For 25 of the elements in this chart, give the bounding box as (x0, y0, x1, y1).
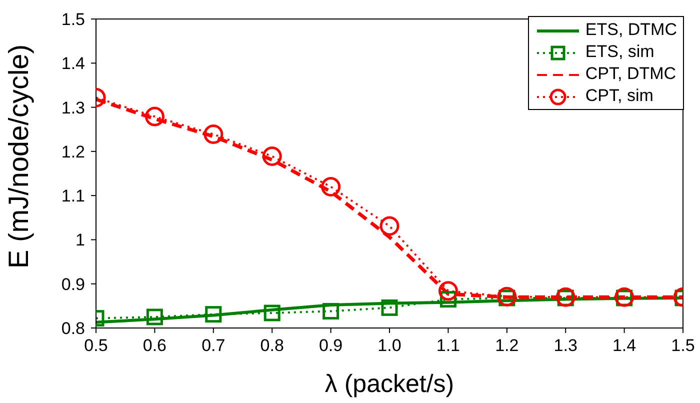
y-tick-label: 1 (76, 230, 85, 250)
x-tick-label: 1.2 (495, 336, 519, 356)
y-tick-label: 1.4 (61, 54, 85, 74)
x-tick-label: 0.7 (202, 336, 226, 356)
x-tick-label: 1.4 (612, 336, 636, 356)
legend-label: CPT, sim (585, 86, 654, 105)
y-tick-label: 1.5 (61, 10, 85, 30)
x-tick-label: 0.8 (260, 336, 284, 356)
y-tick-label: 1.1 (61, 186, 85, 206)
x-tick-label: 1.3 (554, 336, 578, 356)
x-tick-label: 1.5 (671, 336, 695, 356)
x-tick-label: 0.5 (84, 336, 108, 356)
y-tick-label: 1.3 (61, 98, 85, 118)
x-tick-label: 0.9 (318, 336, 343, 356)
legend-label: ETS, DTMC (585, 20, 677, 39)
legend-label: CPT, DTMC (585, 64, 676, 83)
y-tick-label: 0.9 (61, 274, 85, 294)
y-tick-label: 0.8 (61, 319, 85, 338)
y-axis-title: E (mJ/node/cycle) (2, 44, 34, 268)
legend-label: ETS, sim (585, 42, 654, 61)
x-tick-label: 1.0 (378, 336, 402, 356)
y-tick-label: 1.2 (61, 142, 85, 162)
x-tick-label: 0.6 (142, 336, 167, 356)
x-axis-title: λ (packet/s) (324, 370, 454, 398)
x-tick-label: 1.1 (436, 336, 460, 356)
